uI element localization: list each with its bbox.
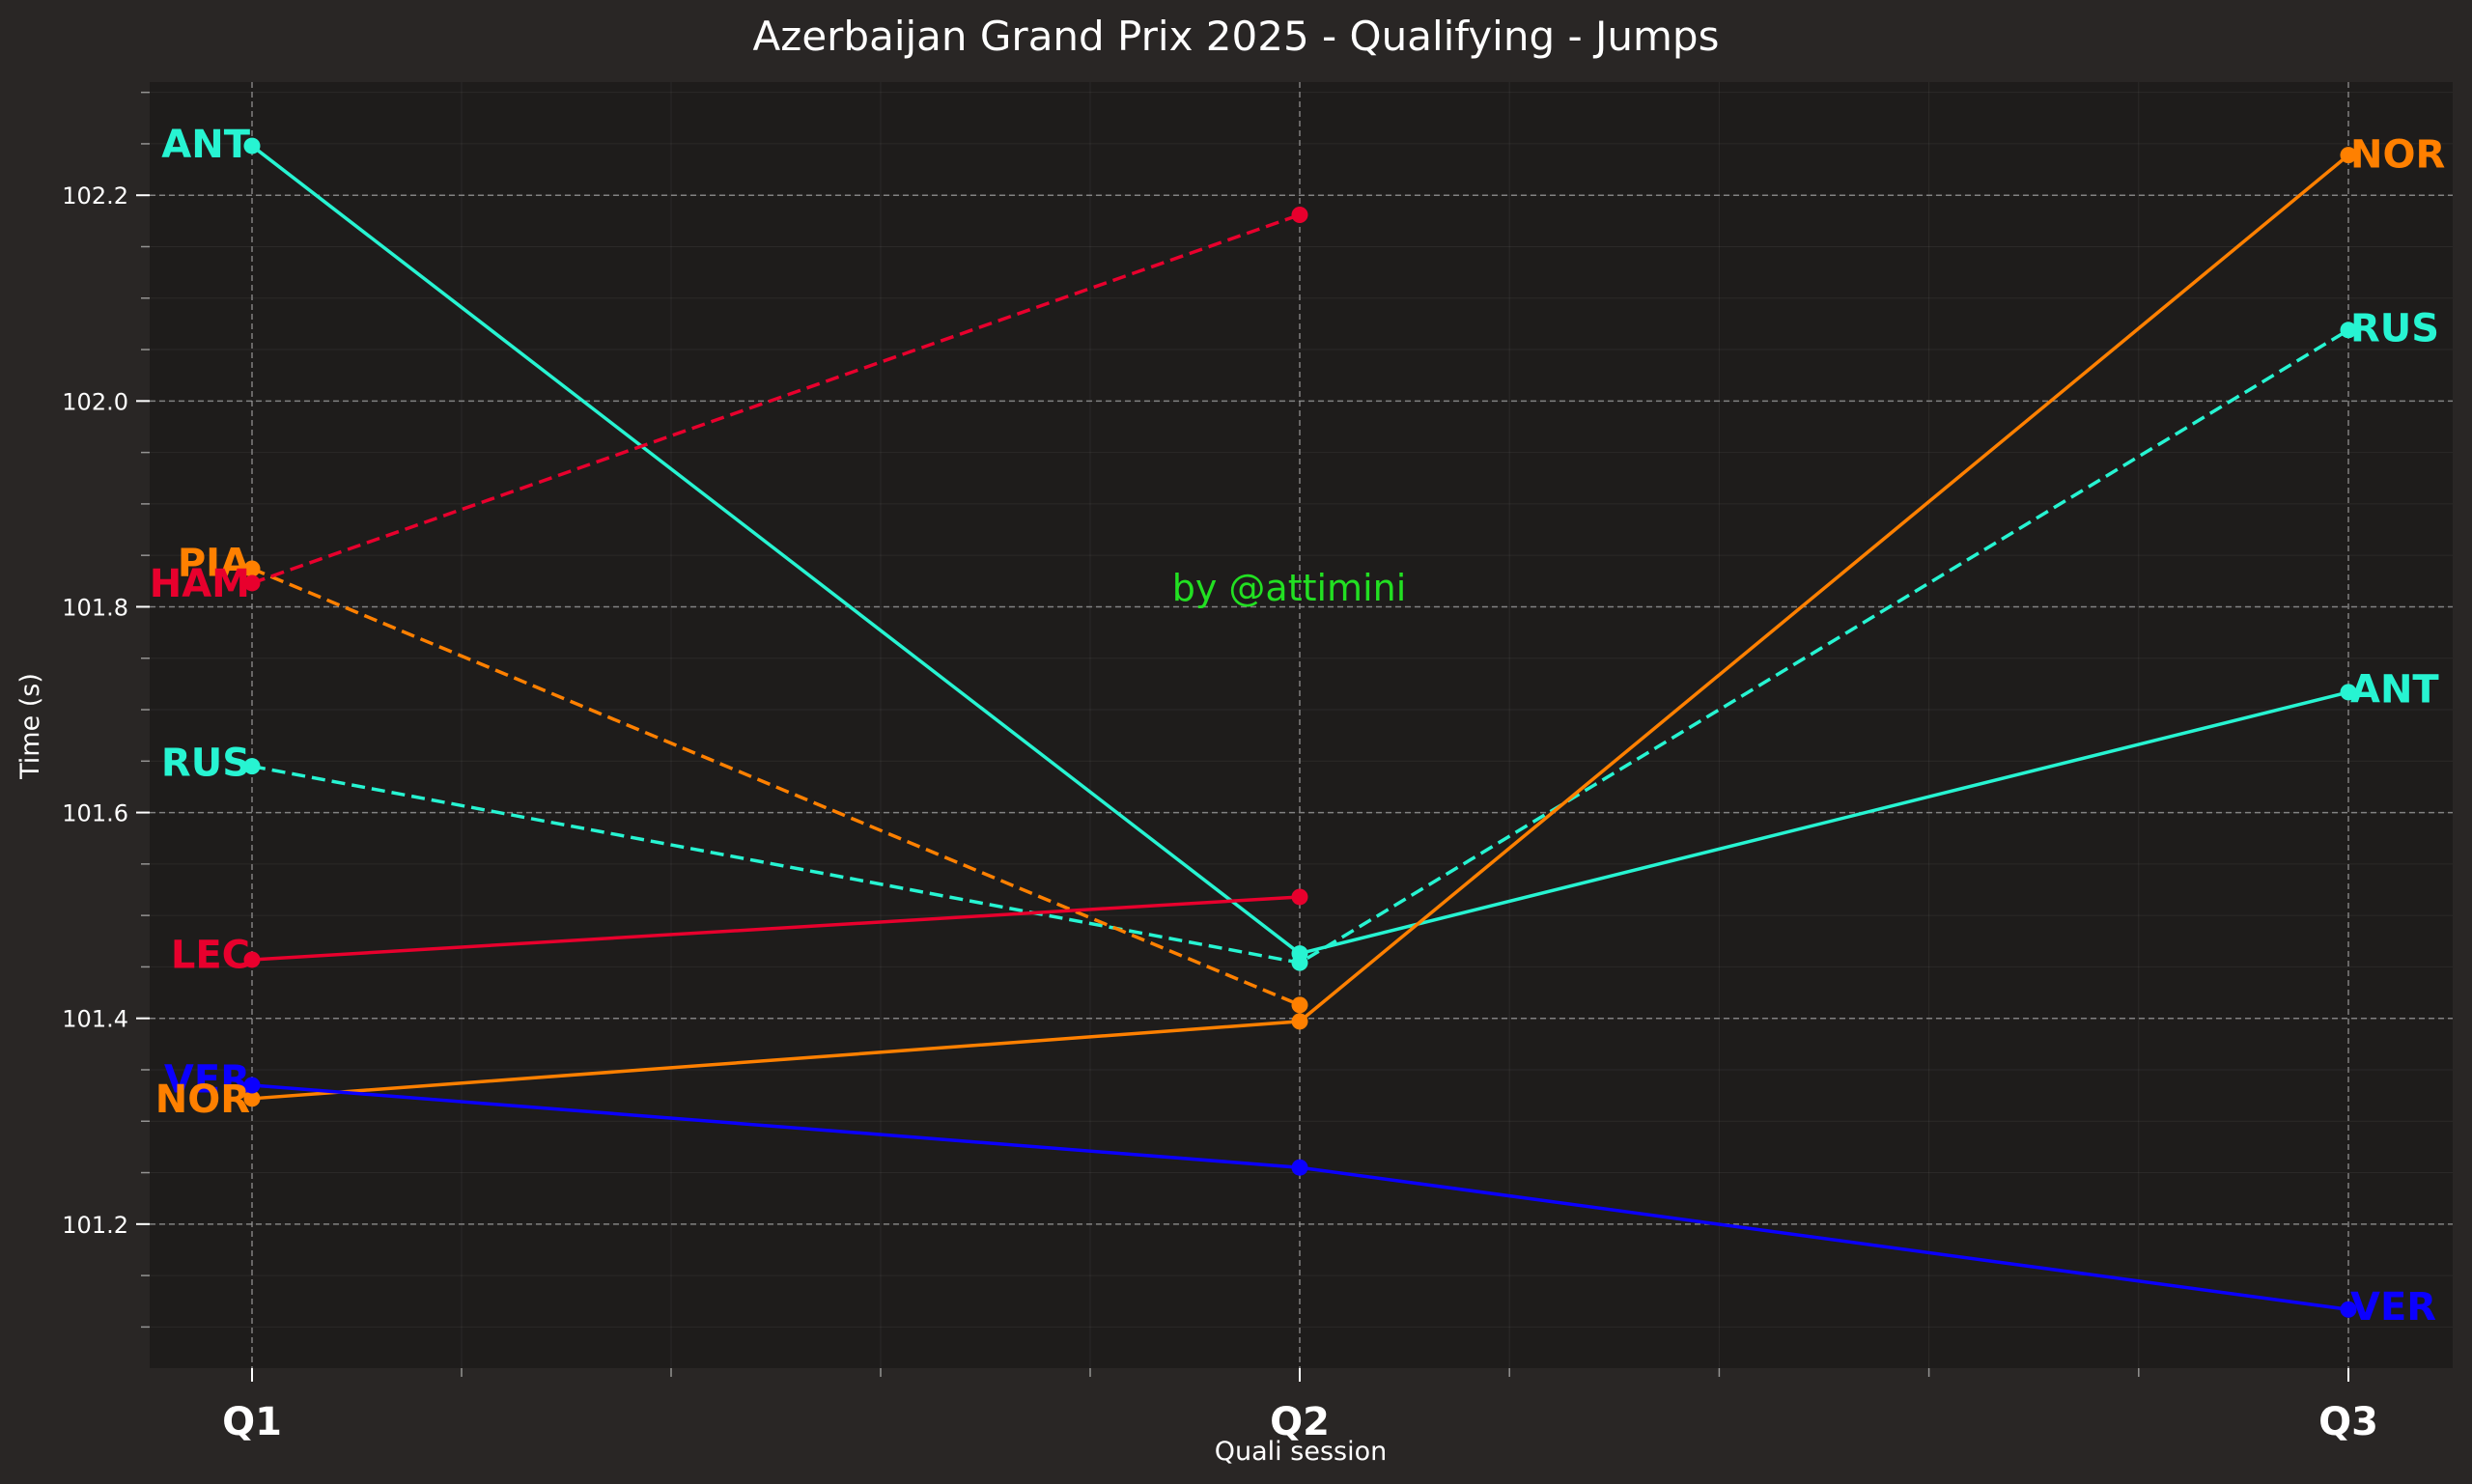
plot-area xyxy=(150,82,2453,1368)
data-point-rus xyxy=(2340,322,2357,339)
start-label-ant: ANT xyxy=(161,123,250,167)
series-line-ham xyxy=(251,212,1301,585)
y-tick-label: 102.0 xyxy=(62,388,128,415)
y-axis-title: Time (s) xyxy=(15,673,45,780)
y-tick-label: 102.2 xyxy=(62,182,128,210)
data-point-ham xyxy=(243,574,261,592)
end-label-ver: VER xyxy=(2350,1285,2436,1330)
data-point-ver xyxy=(2340,1301,2357,1318)
watermark: by @attimini xyxy=(1172,567,1407,609)
axis-ticks: 101.2 101.4 101.6 101.8 102.0 102.2 Q1 Q2 Q3 xyxy=(62,91,2378,1444)
data-point-rus xyxy=(1291,954,1308,971)
data-point-ver xyxy=(1291,1159,1308,1176)
start-label-lec: LEC xyxy=(171,934,250,978)
data-point-ant xyxy=(243,137,261,154)
start-label-ham: HAM xyxy=(150,562,250,606)
data-point-ant xyxy=(2340,684,2357,701)
series-line-pia xyxy=(251,567,1301,1007)
data-point-pia xyxy=(1291,996,1308,1014)
chart-title: Azerbaijan Grand Prix 2025 - Qualifying … xyxy=(753,13,1720,60)
y-tick-label: 101.4 xyxy=(62,1006,128,1033)
data-point-rus xyxy=(243,758,261,775)
series-line-lec xyxy=(251,895,1301,962)
data-point-nor xyxy=(243,1090,261,1107)
start-label-rus: RUS xyxy=(161,741,250,785)
start-label-nor: NOR xyxy=(155,1078,250,1122)
x-tick-label: Q3 xyxy=(2318,1400,2378,1444)
y-tick-label: 101.6 xyxy=(62,800,128,827)
data-point-lec xyxy=(243,951,261,968)
y-tick-label: 101.2 xyxy=(62,1212,128,1239)
x-tick-label: Q1 xyxy=(222,1400,282,1444)
start-label-ver: VER xyxy=(164,1058,250,1103)
data-point-nor xyxy=(1291,1013,1308,1030)
data-point-ham xyxy=(1291,206,1308,223)
x-axis-title: Quali session xyxy=(1215,1437,1387,1467)
data-point-pia xyxy=(243,560,261,577)
data-point-nor xyxy=(2340,147,2357,164)
series-points xyxy=(243,137,2357,1318)
end-label-nor: NOR xyxy=(2350,133,2445,178)
y-tick-label: 101.8 xyxy=(62,594,128,621)
x-tick-label: Q2 xyxy=(1270,1400,1330,1444)
start-label-pia: PIA xyxy=(178,542,250,586)
data-point-lec xyxy=(1291,888,1308,906)
data-point-ver xyxy=(243,1077,261,1094)
end-label-ant: ANT xyxy=(2350,668,2439,713)
end-label-rus: RUS xyxy=(2350,307,2439,351)
